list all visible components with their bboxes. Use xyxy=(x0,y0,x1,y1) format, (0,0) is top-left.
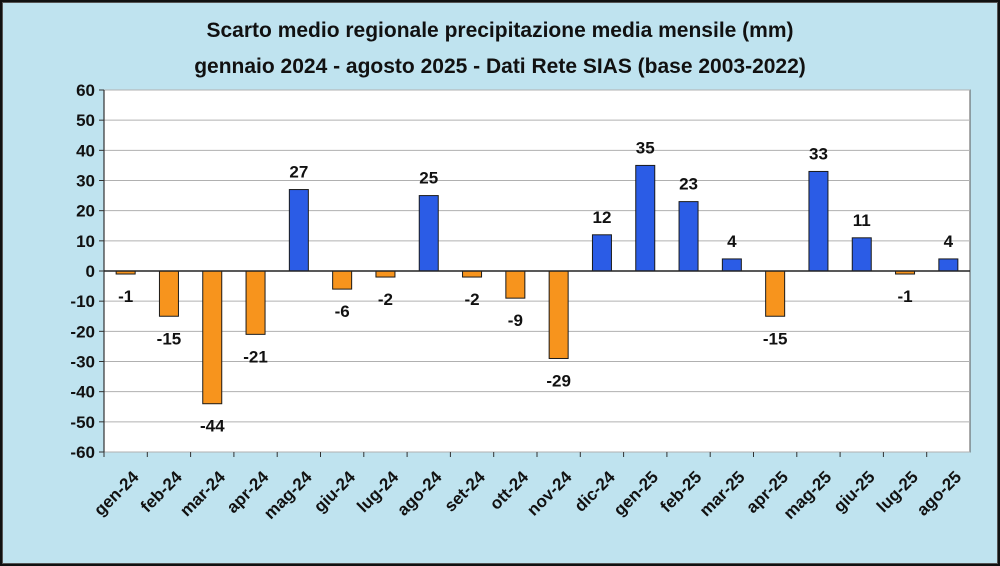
data-label: 23 xyxy=(679,175,698,194)
bar xyxy=(245,270,266,335)
x-tick-label: set-24 xyxy=(441,467,490,516)
y-tick-label: -20 xyxy=(70,322,95,341)
y-tick-label: -10 xyxy=(70,292,95,311)
data-label: -1 xyxy=(897,287,912,306)
y-tick-label: 0 xyxy=(86,262,95,281)
data-label: -6 xyxy=(335,302,350,321)
data-label: -29 xyxy=(546,371,571,390)
x-tick-label: mar-25 xyxy=(696,467,749,520)
x-tick-label: gen-25 xyxy=(610,467,662,519)
data-label: -1 xyxy=(118,287,133,306)
y-tick-label: 40 xyxy=(76,141,95,160)
y-tick-label: -60 xyxy=(70,443,95,462)
bar xyxy=(505,270,526,299)
data-label: 12 xyxy=(592,208,611,227)
data-label: -2 xyxy=(464,290,479,309)
y-tick-label: 20 xyxy=(76,202,95,221)
bar xyxy=(635,164,656,272)
data-label: 33 xyxy=(809,144,828,163)
data-label: -2 xyxy=(378,290,393,309)
bar xyxy=(591,234,612,272)
bar xyxy=(721,258,742,272)
bar xyxy=(202,270,223,405)
chart-subtitle: gennaio 2024 - agosto 2025 - Dati Rete S… xyxy=(194,55,806,78)
y-tick-label: 60 xyxy=(76,81,95,100)
x-tick-label: ago-24 xyxy=(393,467,446,520)
y-tick-label: 30 xyxy=(76,172,95,191)
bar xyxy=(375,270,396,278)
x-tick-label: mag-24 xyxy=(260,467,316,523)
bar xyxy=(332,270,353,290)
data-label: -15 xyxy=(763,329,788,348)
x-tick-label: giu-24 xyxy=(310,467,359,516)
data-label: 27 xyxy=(289,163,308,182)
chart-title: Scarto medio regionale precipitazione me… xyxy=(206,19,794,42)
x-tick-label: gen-24 xyxy=(90,467,143,520)
data-label: -9 xyxy=(508,311,523,330)
x-tick-label: nov-24 xyxy=(523,467,576,520)
data-label: -21 xyxy=(243,347,268,366)
bar xyxy=(288,189,309,272)
bar xyxy=(462,270,483,278)
bar xyxy=(808,170,829,272)
bar xyxy=(158,270,179,317)
data-label: 35 xyxy=(636,138,655,157)
bar xyxy=(765,270,786,317)
x-tick-label: mag-25 xyxy=(780,467,836,523)
y-tick-label: -50 xyxy=(70,413,95,432)
y-tick-label: 10 xyxy=(76,232,95,251)
data-label: -15 xyxy=(157,329,182,348)
bar xyxy=(678,201,699,272)
y-tick-label: -40 xyxy=(70,383,95,402)
data-label: 11 xyxy=(853,211,871,230)
data-label: 4 xyxy=(944,232,954,251)
data-label: 25 xyxy=(419,169,438,188)
y-tick-label: 50 xyxy=(76,111,95,130)
data-label: -44 xyxy=(200,417,225,436)
x-tick-label: giu-25 xyxy=(830,467,879,516)
y-tick-label: -30 xyxy=(70,353,95,372)
x-tick-label: ago-25 xyxy=(913,467,965,519)
bar xyxy=(938,258,959,272)
bar xyxy=(418,195,439,272)
x-tick-label: mar-24 xyxy=(176,467,229,520)
bar xyxy=(548,270,569,359)
data-label: 4 xyxy=(727,232,737,251)
bar xyxy=(851,237,872,272)
